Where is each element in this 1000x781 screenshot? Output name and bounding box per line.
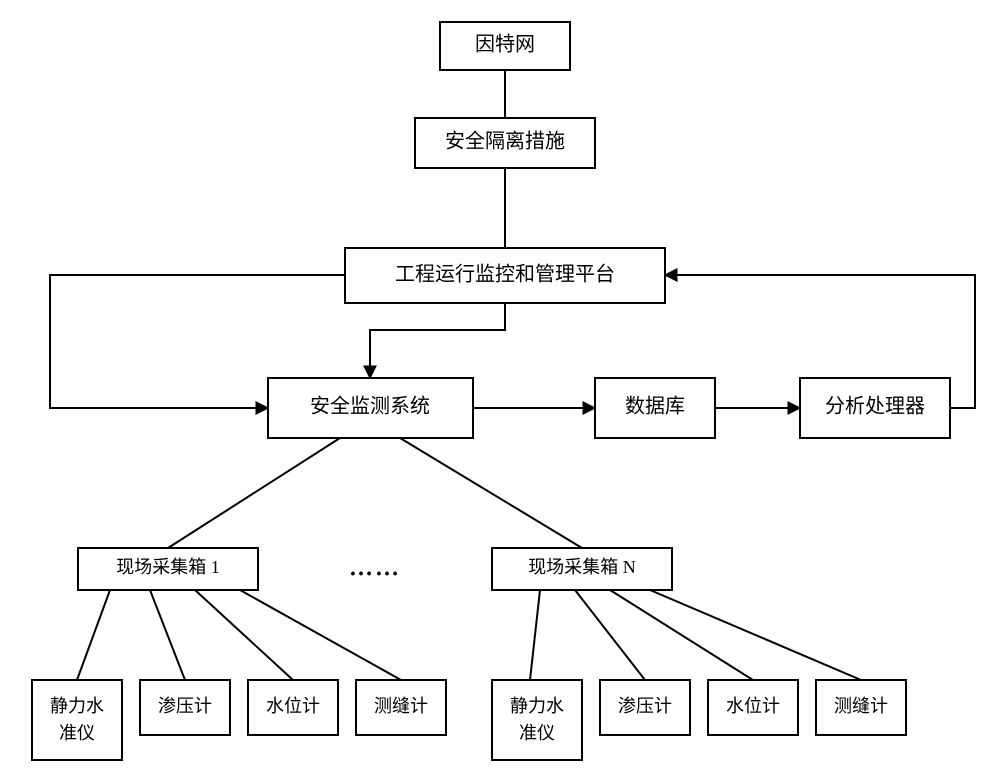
node-bN-s1 [492, 680, 582, 760]
label-b1-s4: 测缝计 [374, 696, 428, 716]
label-platform: 工程运行监控和管理平台 [395, 263, 615, 286]
edge-box1-s2 [150, 590, 185, 680]
label-bN-s3: 水位计 [726, 696, 780, 716]
edge-box1-s4 [240, 590, 401, 680]
label-isolation: 安全隔离措施 [445, 130, 565, 153]
edge-monitor-box1 [168, 438, 340, 548]
label-b1-s2: 渗压计 [158, 696, 212, 716]
label-monitor: 安全监测系统 [310, 395, 430, 418]
label-bN-s1-l2: 准仪 [519, 723, 555, 743]
label-b1-s3: 水位计 [266, 696, 320, 716]
label-b1-s1-l2: 准仪 [59, 723, 95, 743]
label-bN-s2: 渗压计 [618, 696, 672, 716]
ellipsis: …… [349, 556, 401, 582]
label-bN-s4: 测缝计 [834, 696, 888, 716]
edge-boxN-s2 [575, 590, 645, 680]
label-bN-s1-l1: 静力水 [510, 696, 564, 716]
edge-box1-s1 [77, 590, 110, 680]
label-database: 数据库 [625, 395, 685, 418]
label-box1: 现场采集箱 1 [116, 557, 220, 577]
label-internet: 因特网 [475, 33, 535, 56]
edge-box1-s3 [195, 590, 293, 680]
node-b1-s1 [32, 680, 122, 760]
flowchart-canvas: 因特网 安全隔离措施 工程运行监控和管理平台 安全监测系统 数据库 分析处理器 … [0, 0, 1000, 781]
edge-monitor-boxN [400, 438, 582, 548]
edge-platform-monitor [370, 303, 505, 378]
edge-boxN-s1 [530, 590, 540, 680]
label-boxN: 现场采集箱 N [528, 557, 636, 577]
label-b1-s1-l1: 静力水 [50, 696, 104, 716]
label-analyzer: 分析处理器 [825, 395, 925, 418]
